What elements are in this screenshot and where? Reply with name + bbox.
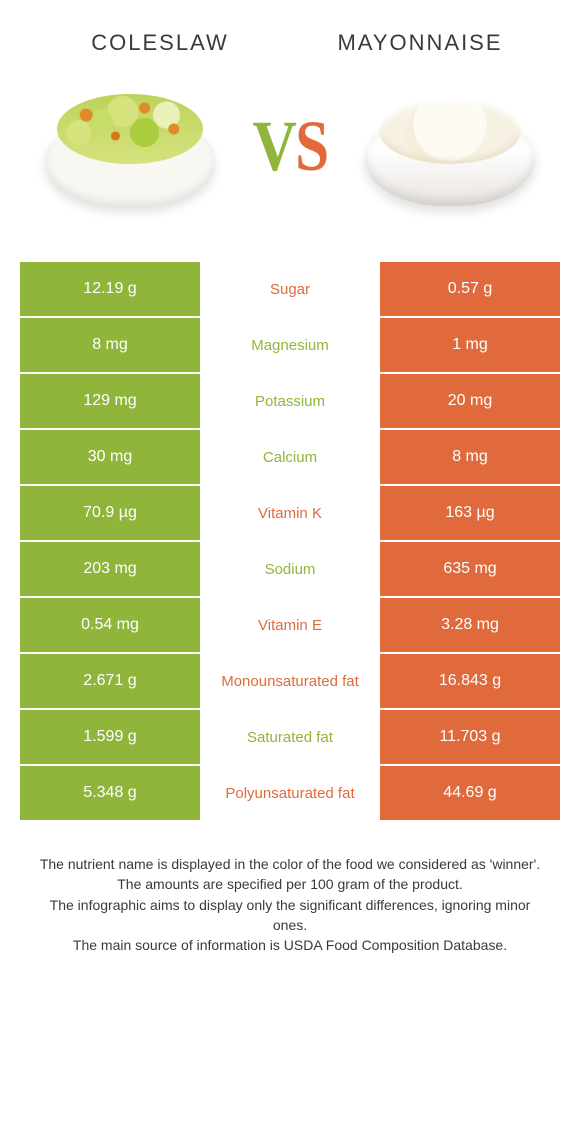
- table-row: 129 mgPotassium20 mg: [20, 372, 560, 428]
- table-row: 0.54 mgVitamin E3.28 mg: [20, 596, 560, 652]
- food-left-image: [40, 76, 220, 216]
- nutrient-name: Calcium: [200, 430, 380, 484]
- nutrient-name: Vitamin K: [200, 486, 380, 540]
- right-value: 16.843 g: [380, 654, 560, 708]
- left-value: 30 mg: [20, 430, 200, 484]
- mayonnaise-bowl-icon: [365, 86, 535, 206]
- nutrient-name: Sugar: [200, 262, 380, 316]
- footer-notes: The nutrient name is displayed in the co…: [0, 820, 580, 955]
- left-value: 0.54 mg: [20, 598, 200, 652]
- nutrient-name: Monounsaturated fat: [200, 654, 380, 708]
- food-right-image: [360, 76, 540, 216]
- left-value: 129 mg: [20, 374, 200, 428]
- coleslaw-bowl-icon: [45, 86, 215, 206]
- vs-label: VS: [230, 105, 350, 188]
- nutrient-name: Saturated fat: [200, 710, 380, 764]
- image-row: VS: [0, 76, 580, 246]
- nutrient-name: Magnesium: [200, 318, 380, 372]
- right-value: 0.57 g: [380, 262, 560, 316]
- left-value: 203 mg: [20, 542, 200, 596]
- nutrient-name: Potassium: [200, 374, 380, 428]
- left-value: 2.671 g: [20, 654, 200, 708]
- left-value: 12.19 g: [20, 262, 200, 316]
- left-value: 1.599 g: [20, 710, 200, 764]
- table-row: 5.348 gPolyunsaturated fat44.69 g: [20, 764, 560, 820]
- vs-s-letter: S: [295, 106, 327, 186]
- title-row: COLESLAW MAYONNAISE: [0, 0, 580, 76]
- footer-line-4: The main source of information is USDA F…: [36, 935, 544, 955]
- right-value: 3.28 mg: [380, 598, 560, 652]
- footer-line-3: The infographic aims to display only the…: [36, 895, 544, 936]
- left-value: 70.9 µg: [20, 486, 200, 540]
- nutrient-name: Sodium: [200, 542, 380, 596]
- right-value: 635 mg: [380, 542, 560, 596]
- right-value: 11.703 g: [380, 710, 560, 764]
- left-value: 8 mg: [20, 318, 200, 372]
- left-value: 5.348 g: [20, 766, 200, 820]
- right-value: 8 mg: [380, 430, 560, 484]
- nutrient-table: 12.19 gSugar0.57 g8 mgMagnesium1 mg129 m…: [20, 260, 560, 820]
- nutrient-name: Polyunsaturated fat: [200, 766, 380, 820]
- table-row: 70.9 µgVitamin K163 µg: [20, 484, 560, 540]
- right-value: 163 µg: [380, 486, 560, 540]
- food-right-title: MAYONNAISE: [320, 30, 520, 56]
- right-value: 20 mg: [380, 374, 560, 428]
- table-row: 2.671 gMonounsaturated fat16.843 g: [20, 652, 560, 708]
- food-left-title: COLESLAW: [60, 30, 260, 56]
- table-row: 12.19 gSugar0.57 g: [20, 260, 560, 316]
- infographic-root: COLESLAW MAYONNAISE VS 12.19 gSugar0.57 …: [0, 0, 580, 955]
- right-value: 44.69 g: [380, 766, 560, 820]
- footer-line-2: The amounts are specified per 100 gram o…: [36, 874, 544, 894]
- table-row: 1.599 gSaturated fat11.703 g: [20, 708, 560, 764]
- nutrient-name: Vitamin E: [200, 598, 380, 652]
- table-row: 203 mgSodium635 mg: [20, 540, 560, 596]
- vs-v-letter: V: [253, 106, 296, 186]
- table-row: 30 mgCalcium8 mg: [20, 428, 560, 484]
- footer-line-1: The nutrient name is displayed in the co…: [36, 854, 544, 874]
- table-row: 8 mgMagnesium1 mg: [20, 316, 560, 372]
- right-value: 1 mg: [380, 318, 560, 372]
